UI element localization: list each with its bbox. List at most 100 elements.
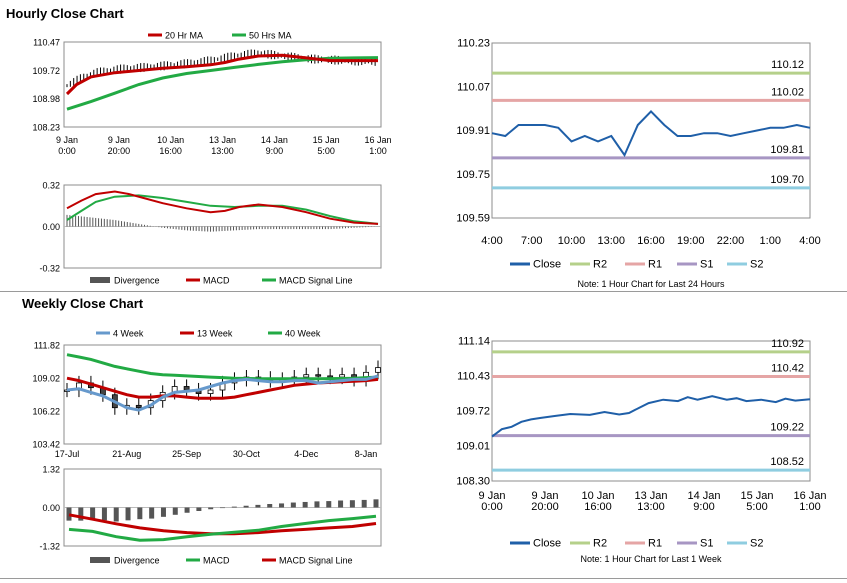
weekly-divergence-bar: [208, 507, 214, 510]
weekly-divergence-bar: [172, 507, 178, 515]
weekly-hour-x-tick-label: 9 Jan: [532, 490, 559, 502]
hourly-24h-legend-close: Close: [533, 259, 561, 271]
hourly-price-x-tick-label: 16 Jan: [364, 135, 391, 145]
hourly-24h-x-tick-label: 19:00: [677, 235, 705, 247]
weekly-divergence-bar: [373, 499, 379, 508]
weekly-divergence-bar: [101, 507, 107, 521]
hourly-macd-y-tick-label: 0.32: [42, 181, 60, 191]
weekly-price-plot-frame: [63, 344, 382, 445]
hourly-price-y-tick-label: 109.72: [32, 66, 60, 76]
weekly-divergence-bar: [78, 507, 84, 521]
hourly-24h-level-s2-label: 109.70: [770, 174, 804, 186]
weekly-divergence-bar: [113, 507, 119, 522]
hourly-24h-y-tick-label: 109.91: [456, 125, 490, 137]
weekly-price-x-tick-label: 8-Jan: [355, 449, 378, 459]
hourly-24h-level-r1-label: 110.02: [771, 86, 804, 98]
hourly-price-x-tick-label: 9 Jan: [56, 135, 78, 145]
weekly-divergence-bar: [255, 504, 261, 508]
hourly-24h-x-tick-label: 1:00: [760, 235, 781, 247]
weekly-hour-legend-s2: S2: [750, 538, 763, 550]
weekly-price-y-tick-label: 106.22: [32, 407, 60, 417]
hourly-24h-y-tick-label: 110.23: [457, 38, 490, 50]
hourly-24h-x-tick-label: 22:00: [717, 235, 745, 247]
weekly-hour-x-tick-label: 20:00: [531, 501, 559, 513]
hourly-legend-divergence: Divergence: [114, 276, 160, 286]
weekly-hour-plot-frame: [491, 340, 811, 482]
hourly-24h-x-tick-label: 4:00: [481, 235, 502, 247]
hourly-24h-note: Note: 1 Hour Chart for Last 24 Hours: [577, 279, 725, 289]
weekly-divergence-bar: [196, 507, 202, 511]
hourly-macd-signal-line: [66, 194, 379, 225]
weekly-candle-body: [315, 374, 322, 377]
hourly-price-x-tick-label: 5:00: [317, 146, 335, 156]
weekly-hour-level-r1-label: 110.42: [771, 362, 804, 374]
hourly-price-x-tick-label: 16:00: [159, 146, 182, 156]
weekly-hour-y-tick-label: 108.30: [456, 476, 490, 488]
hourly-legend-macd: MACD: [203, 276, 230, 286]
weekly-divergence-bar: [137, 507, 143, 520]
hourly-24h-y-tick-label: 110.07: [457, 81, 490, 93]
weekly-divergence-bar: [90, 507, 96, 520]
weekly-divergence-bar: [149, 507, 155, 519]
weekly-price-x-tick-label: 30-Oct: [233, 449, 261, 459]
weekly-candle-body: [375, 367, 381, 373]
weekly-candle-body: [135, 404, 142, 409]
weekly-divergence-bar: [184, 507, 190, 513]
weekly-hour-note: Note: 1 Hour Chart for Last 1 Week: [581, 554, 722, 564]
bottom-divider: [0, 578, 847, 579]
weekly-price-x-tick-label: 21-Aug: [112, 449, 141, 459]
hourly-24h-y-tick-label: 109.59: [456, 213, 490, 225]
weekly-hour-level-r2-label: 110.92: [771, 338, 804, 350]
weekly-hour-y-tick-label: 109.72: [456, 406, 490, 418]
hourly-24h-x-tick-label: 13:00: [597, 235, 625, 247]
hourly-24h-legend-r1: R1: [648, 259, 662, 271]
weekly-price-y-tick-label: 103.42: [32, 440, 60, 450]
weekly-price-x-tick-label: 25-Sep: [172, 449, 201, 459]
hourly-24h-level-s1-label: 109.81: [770, 144, 804, 156]
hourly-price-y-tick-label: 108.23: [32, 123, 60, 133]
weekly-hour-x-tick-label: 14 Jan: [687, 490, 720, 502]
weekly-hour-legend-close: Close: [533, 538, 561, 550]
section-divider: [0, 291, 847, 292]
hourly-price-x-tick-label: 14 Jan: [261, 135, 288, 145]
hourly-legend-ma50: 50 Hrs MA: [249, 31, 292, 41]
weekly-macd-y-tick-label: 1.32: [42, 465, 60, 475]
weekly-hour-x-tick-label: 10 Jan: [581, 490, 614, 502]
hourly-price-x-tick-label: 9:00: [266, 146, 284, 156]
hourly-24h-legend-r2: R2: [593, 259, 607, 271]
weekly-price-y-tick-label: 109.02: [32, 374, 60, 384]
weekly-price-x-tick-label: 4-Dec: [294, 449, 319, 459]
hourly-ma50-line: [66, 56, 379, 111]
weekly-hour-x-tick-label: 16:00: [584, 501, 612, 513]
hourly-24h-x-tick-label: 10:00: [558, 235, 586, 247]
hourly-legend-divergence-swatch: [90, 277, 110, 283]
hourly-ma20-line: [65, 53, 378, 96]
weekly-price-x-tick-label: 17-Jul: [55, 449, 80, 459]
weekly-divergence-bar: [349, 500, 355, 508]
weekly-hour-x-tick-label: 9:00: [693, 501, 714, 513]
weekly-divergence-bar: [66, 507, 72, 521]
weekly-divergence-bar: [231, 506, 237, 508]
hourly-macd-y-tick-label: 0.00: [42, 222, 60, 232]
weekly-macd-y-tick-label: 0.00: [42, 503, 60, 513]
weekly-candle-body: [183, 386, 190, 391]
weekly-hour-x-tick-label: 9 Jan: [479, 490, 506, 502]
hourly-legend-signal: MACD Signal Line: [279, 276, 353, 286]
weekly-price-y-tick-label: 111.82: [34, 341, 60, 351]
weekly-hour-y-tick-label: 109.01: [456, 441, 490, 453]
hourly-24h-x-tick-label: 7:00: [521, 235, 542, 247]
weekly-4wk-line: [66, 374, 379, 412]
weekly-hour-x-tick-label: 5:00: [746, 501, 767, 513]
weekly-macd-line: [68, 514, 377, 542]
weekly-legend-13wk: 13 Week: [197, 329, 233, 339]
hourly-24h-plot-frame: [491, 42, 811, 219]
hourly-price-x-tick-label: 15 Jan: [313, 135, 340, 145]
weekly-hour-x-tick-label: 15 Jan: [740, 490, 773, 502]
weekly-hour-level-s2-label: 108.52: [770, 456, 804, 468]
weekly-divergence-bar: [302, 501, 308, 508]
weekly-hour-legend-r1: R1: [648, 538, 662, 550]
weekly-section-title: Weekly Close Chart: [22, 296, 144, 311]
weekly-hour-close-line: [491, 395, 811, 438]
hourly-section-title: Hourly Close Chart: [6, 6, 124, 21]
